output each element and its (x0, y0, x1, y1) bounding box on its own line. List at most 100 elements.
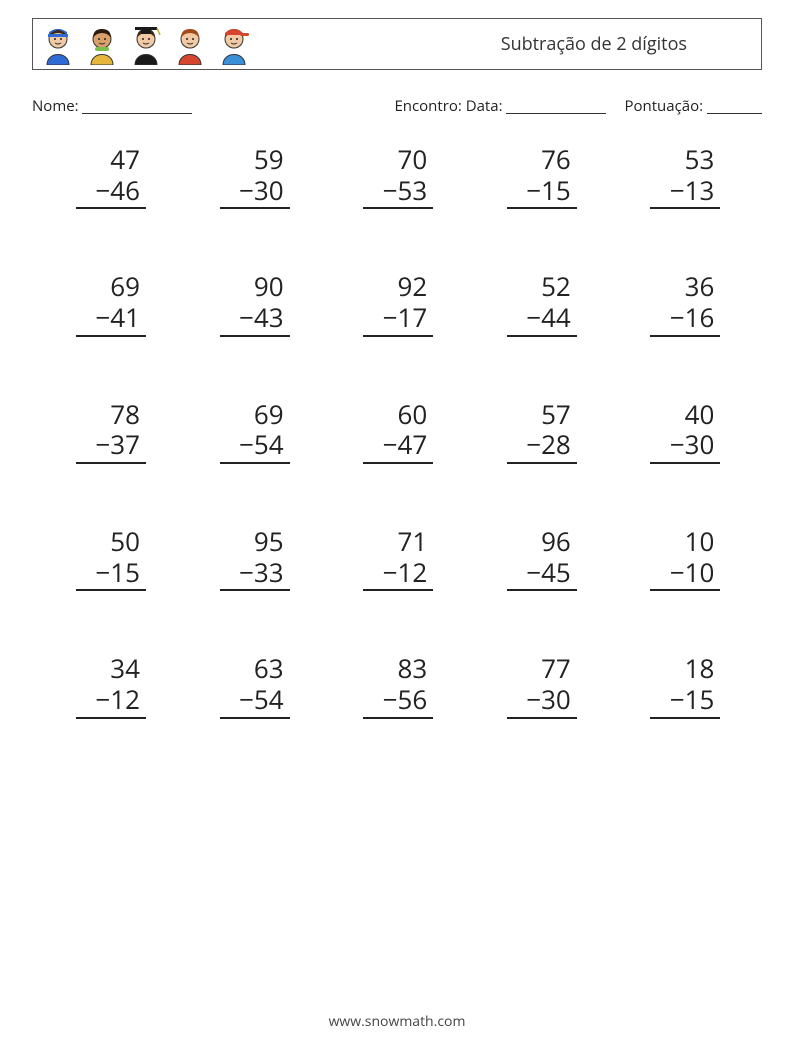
subtrahend-row: −15 (76, 557, 146, 592)
worksheet-title: Subtração de 2 dígitos (501, 32, 687, 56)
header-box: Subtração de 2 dígitos (32, 18, 762, 70)
subtraction-problem: 36−16 (612, 271, 720, 336)
subtraction-problem: 57−28 (469, 399, 577, 464)
footer-url: www.snowmath.com (0, 1012, 794, 1031)
minuend: 10 (685, 526, 721, 557)
minus-sign: − (383, 554, 398, 590)
subtraction-problem: 90−43 (182, 271, 290, 336)
subtrahend-row: −30 (507, 684, 577, 719)
subtraction-problem: 96−45 (469, 526, 577, 591)
minuend: 92 (397, 271, 433, 302)
minuend: 77 (541, 653, 577, 684)
minuend: 59 (254, 144, 290, 175)
subtraction-problem: 95−33 (182, 526, 290, 591)
minuend: 60 (397, 399, 433, 430)
avatar-icon (173, 23, 207, 65)
minuend: 90 (254, 271, 290, 302)
minus-sign: − (239, 426, 254, 462)
minus-sign: − (526, 299, 541, 335)
subtraction-problem: 10−10 (612, 526, 720, 591)
subtraction-problem: 70−53 (325, 144, 433, 209)
minuend: 53 (685, 144, 721, 175)
info-row: Nome: Encontro: Data: Pontuação: (32, 96, 762, 116)
subtraction-problem: 69−54 (182, 399, 290, 464)
minuend: 69 (254, 399, 290, 430)
minus-sign: − (239, 681, 254, 717)
subtraction-problem: 83−56 (325, 653, 433, 718)
date-blank (506, 99, 606, 114)
subtrahend-row: −41 (76, 302, 146, 337)
minus-sign: − (670, 172, 685, 208)
subtrahend-row: −12 (363, 557, 433, 592)
minuend: 71 (397, 526, 433, 557)
subtraction-problem: 78−37 (38, 399, 146, 464)
date-field: Encontro: Data: (394, 96, 606, 116)
minuend: 83 (397, 653, 433, 684)
minus-sign: − (239, 554, 254, 590)
subtraction-problem: 77−30 (469, 653, 577, 718)
score-label: Pontuação: (624, 96, 703, 116)
subtraction-problem: 59−30 (182, 144, 290, 209)
minus-sign: − (383, 299, 398, 335)
subtrahend-row: −56 (363, 684, 433, 719)
minus-sign: − (95, 426, 110, 462)
subtrahend-row: −37 (76, 429, 146, 464)
subtrahend-row: −15 (650, 684, 720, 719)
avatar-icon (85, 23, 119, 65)
minuend: 95 (254, 526, 290, 557)
minuend: 63 (254, 653, 290, 684)
minuend: 57 (541, 399, 577, 430)
minuend: 76 (541, 144, 577, 175)
minus-sign: − (670, 554, 685, 590)
minuend: 70 (397, 144, 433, 175)
score-field: Pontuação: (624, 96, 762, 116)
minuend: 47 (110, 144, 146, 175)
minuend: 36 (685, 271, 721, 302)
subtraction-problem: 60−47 (325, 399, 433, 464)
subtrahend-row: −30 (220, 175, 290, 210)
minus-sign: − (526, 554, 541, 590)
minuend: 34 (110, 653, 146, 684)
minus-sign: − (670, 426, 685, 462)
name-field: Nome: (32, 96, 192, 116)
subtrahend-row: −54 (220, 429, 290, 464)
minuend: 69 (110, 271, 146, 302)
subtraction-problem: 52−44 (469, 271, 577, 336)
minus-sign: − (95, 681, 110, 717)
minuend: 50 (110, 526, 146, 557)
subtrahend-row: −47 (363, 429, 433, 464)
subtraction-problem: 47−46 (38, 144, 146, 209)
avatar-icon (41, 23, 75, 65)
subtrahend-row: −16 (650, 302, 720, 337)
date-label: Encontro: Data: (394, 96, 502, 116)
subtrahend-row: −10 (650, 557, 720, 592)
minus-sign: − (95, 299, 110, 335)
minus-sign: − (95, 172, 110, 208)
subtrahend-row: −44 (507, 302, 577, 337)
subtraction-problem: 71−12 (325, 526, 433, 591)
minus-sign: − (526, 426, 541, 462)
score-blank (707, 99, 762, 114)
minus-sign: − (239, 299, 254, 335)
subtrahend-row: −54 (220, 684, 290, 719)
subtraction-problem: 34−12 (38, 653, 146, 718)
subtrahend-row: −43 (220, 302, 290, 337)
name-label: Nome: (32, 96, 79, 116)
subtrahend-row: −17 (363, 302, 433, 337)
subtrahend-row: −15 (507, 175, 577, 210)
subtraction-problem: 18−15 (612, 653, 720, 718)
minuend: 40 (685, 399, 721, 430)
minuend: 96 (541, 526, 577, 557)
subtraction-problem: 69−41 (38, 271, 146, 336)
problem-grid: 47−4659−3070−5376−1553−1369−4190−4392−17… (32, 144, 762, 719)
minus-sign: − (670, 299, 685, 335)
minus-sign: − (239, 172, 254, 208)
minus-sign: − (383, 426, 398, 462)
minus-sign: − (526, 172, 541, 208)
subtraction-problem: 63−54 (182, 653, 290, 718)
minuend: 52 (541, 271, 577, 302)
subtraction-problem: 53−13 (612, 144, 720, 209)
avatar-icon (129, 23, 163, 65)
subtraction-problem: 40−30 (612, 399, 720, 464)
avatar-icon (217, 23, 251, 65)
